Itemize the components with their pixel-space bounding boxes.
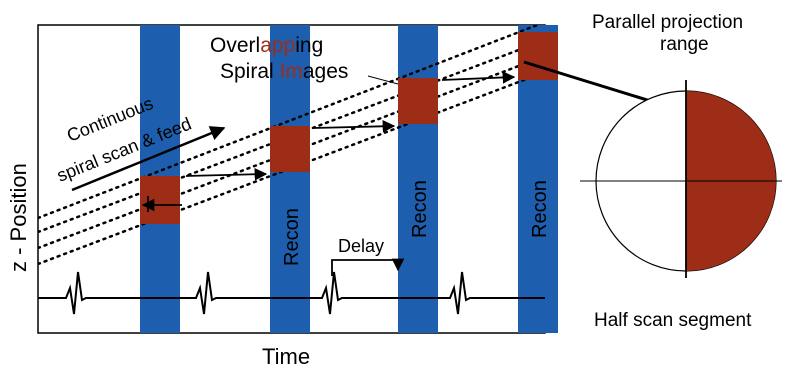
half-scan-segment-label: Half scan segment bbox=[594, 310, 752, 331]
recon-label-2: Recon bbox=[281, 208, 303, 266]
half-scan-width-arrow bbox=[141, 196, 182, 212]
delay-bracket bbox=[331, 258, 405, 276]
recon-band-2 bbox=[270, 25, 310, 333]
image-block-4 bbox=[518, 32, 558, 80]
image-block-2 bbox=[270, 126, 310, 172]
scan-direction-arrow bbox=[71, 126, 226, 192]
images-leader-line bbox=[367, 75, 399, 85]
delay-label: Delay bbox=[338, 236, 384, 256]
spiral-images-label: Spiral Images bbox=[220, 60, 348, 83]
recon-label-4: Recon bbox=[529, 180, 551, 238]
recon-label-3: Recon bbox=[409, 180, 431, 238]
parallel-projection-label: Parallel projection bbox=[592, 12, 743, 33]
spiral-scan-lines bbox=[38, 25, 545, 266]
z-position-axis-label: z - Position bbox=[6, 163, 31, 272]
overlapping-label: Overlapping bbox=[210, 34, 323, 57]
half-scan-circle bbox=[580, 80, 782, 278]
block-arrows bbox=[185, 71, 516, 181]
image-block-3 bbox=[398, 78, 438, 124]
range-label: range bbox=[660, 34, 709, 55]
time-axis-label: Time bbox=[262, 344, 310, 369]
image-block-1 bbox=[140, 176, 180, 224]
ecg-trace bbox=[38, 271, 545, 315]
